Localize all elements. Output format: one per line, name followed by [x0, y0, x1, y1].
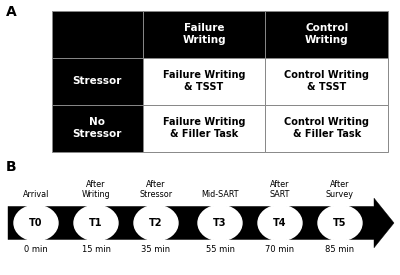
- Bar: [143, 11, 265, 57]
- Text: T4: T4: [273, 218, 287, 228]
- Text: B: B: [6, 160, 17, 174]
- Text: T3: T3: [213, 218, 227, 228]
- Bar: [52, 105, 143, 152]
- Text: After
Writing: After Writing: [82, 180, 110, 199]
- Text: Stressor: Stressor: [73, 76, 122, 86]
- Text: Control Writing
& Filler Task: Control Writing & Filler Task: [284, 117, 369, 139]
- Text: T5: T5: [333, 218, 347, 228]
- Ellipse shape: [318, 205, 362, 241]
- Text: Arrival: Arrival: [23, 190, 49, 199]
- Text: Failure Writing
& TSST: Failure Writing & TSST: [163, 70, 245, 92]
- Bar: [143, 57, 265, 105]
- Text: T2: T2: [149, 218, 163, 228]
- Text: Control Writing
& TSST: Control Writing & TSST: [284, 70, 369, 92]
- Ellipse shape: [198, 205, 242, 241]
- Text: 35 min: 35 min: [142, 245, 170, 254]
- Bar: [52, 11, 143, 57]
- Bar: [265, 105, 388, 152]
- Polygon shape: [8, 198, 394, 248]
- Ellipse shape: [74, 205, 118, 241]
- Ellipse shape: [134, 205, 178, 241]
- Text: Failure
Writing: Failure Writing: [182, 23, 226, 45]
- Text: 15 min: 15 min: [82, 245, 110, 254]
- Bar: [265, 57, 388, 105]
- Text: T1: T1: [89, 218, 103, 228]
- Text: After
SART: After SART: [270, 180, 290, 199]
- Text: T0: T0: [29, 218, 43, 228]
- Text: No
Stressor: No Stressor: [73, 117, 122, 139]
- Text: 55 min: 55 min: [206, 245, 234, 254]
- Text: Failure Writing
& Filler Task: Failure Writing & Filler Task: [163, 117, 245, 139]
- Text: Control
Writing: Control Writing: [305, 23, 348, 45]
- Text: 70 min: 70 min: [266, 245, 294, 254]
- Text: Mid-SART: Mid-SART: [201, 190, 239, 199]
- Bar: [143, 105, 265, 152]
- Ellipse shape: [258, 205, 302, 241]
- Bar: [52, 57, 143, 105]
- Ellipse shape: [14, 205, 58, 241]
- Text: After
Survey: After Survey: [326, 180, 354, 199]
- Text: After
Stressor: After Stressor: [140, 180, 172, 199]
- Bar: [265, 11, 388, 57]
- Text: 0 min: 0 min: [24, 245, 48, 254]
- Text: A: A: [6, 5, 17, 19]
- Text: 85 min: 85 min: [326, 245, 354, 254]
